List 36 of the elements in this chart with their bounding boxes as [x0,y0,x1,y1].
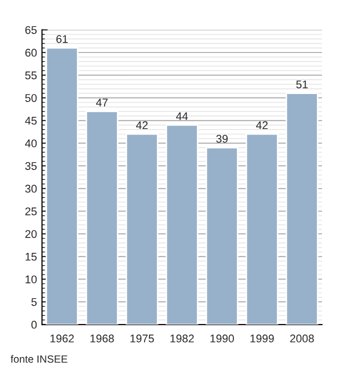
y-tick-label: 0 [31,320,37,329]
y-tick-label: 60 [25,48,37,57]
y-tick-label: 45 [25,116,37,125]
y-tick-label: 65 [25,26,37,34]
y-tick-label: 15 [26,252,37,261]
data-label: 42 [136,121,148,130]
x-tick-label: 1975 [130,334,154,342]
bar [46,47,78,325]
data-label: 39 [216,134,228,143]
bar [86,110,118,325]
y-tick-label: 35 [25,162,37,170]
source-note: fonte INSEE [10,355,68,363]
data-label: 47 [96,98,108,106]
bar [286,92,318,325]
data-label: 42 [256,121,268,130]
y-tick-label: 10 [26,275,37,284]
bar [126,133,158,325]
x-tick-label: 1999 [250,334,274,342]
data-label: 44 [176,112,188,120]
y-tick-label: 25 [25,207,37,216]
bar [166,124,198,325]
x-tick-label: 1962 [50,334,74,342]
x-tick-label: 1982 [170,334,194,342]
x-tick-label: 2008 [290,334,314,342]
x-tick-label: 1990 [210,334,234,342]
y-tick-label: 50 [25,94,37,102]
y-tick-label: 30 [25,184,37,193]
x-tick-label: 1968 [90,334,114,342]
y-tick-label: 20 [25,230,37,238]
y-tick-label: 55 [25,72,37,80]
y-tick-label: 5 [31,298,37,306]
data-label: 61 [56,35,68,43]
y-tick-label: 40 [25,139,37,148]
bar [206,147,238,325]
bar [246,133,278,325]
data-label: 51 [296,80,308,88]
